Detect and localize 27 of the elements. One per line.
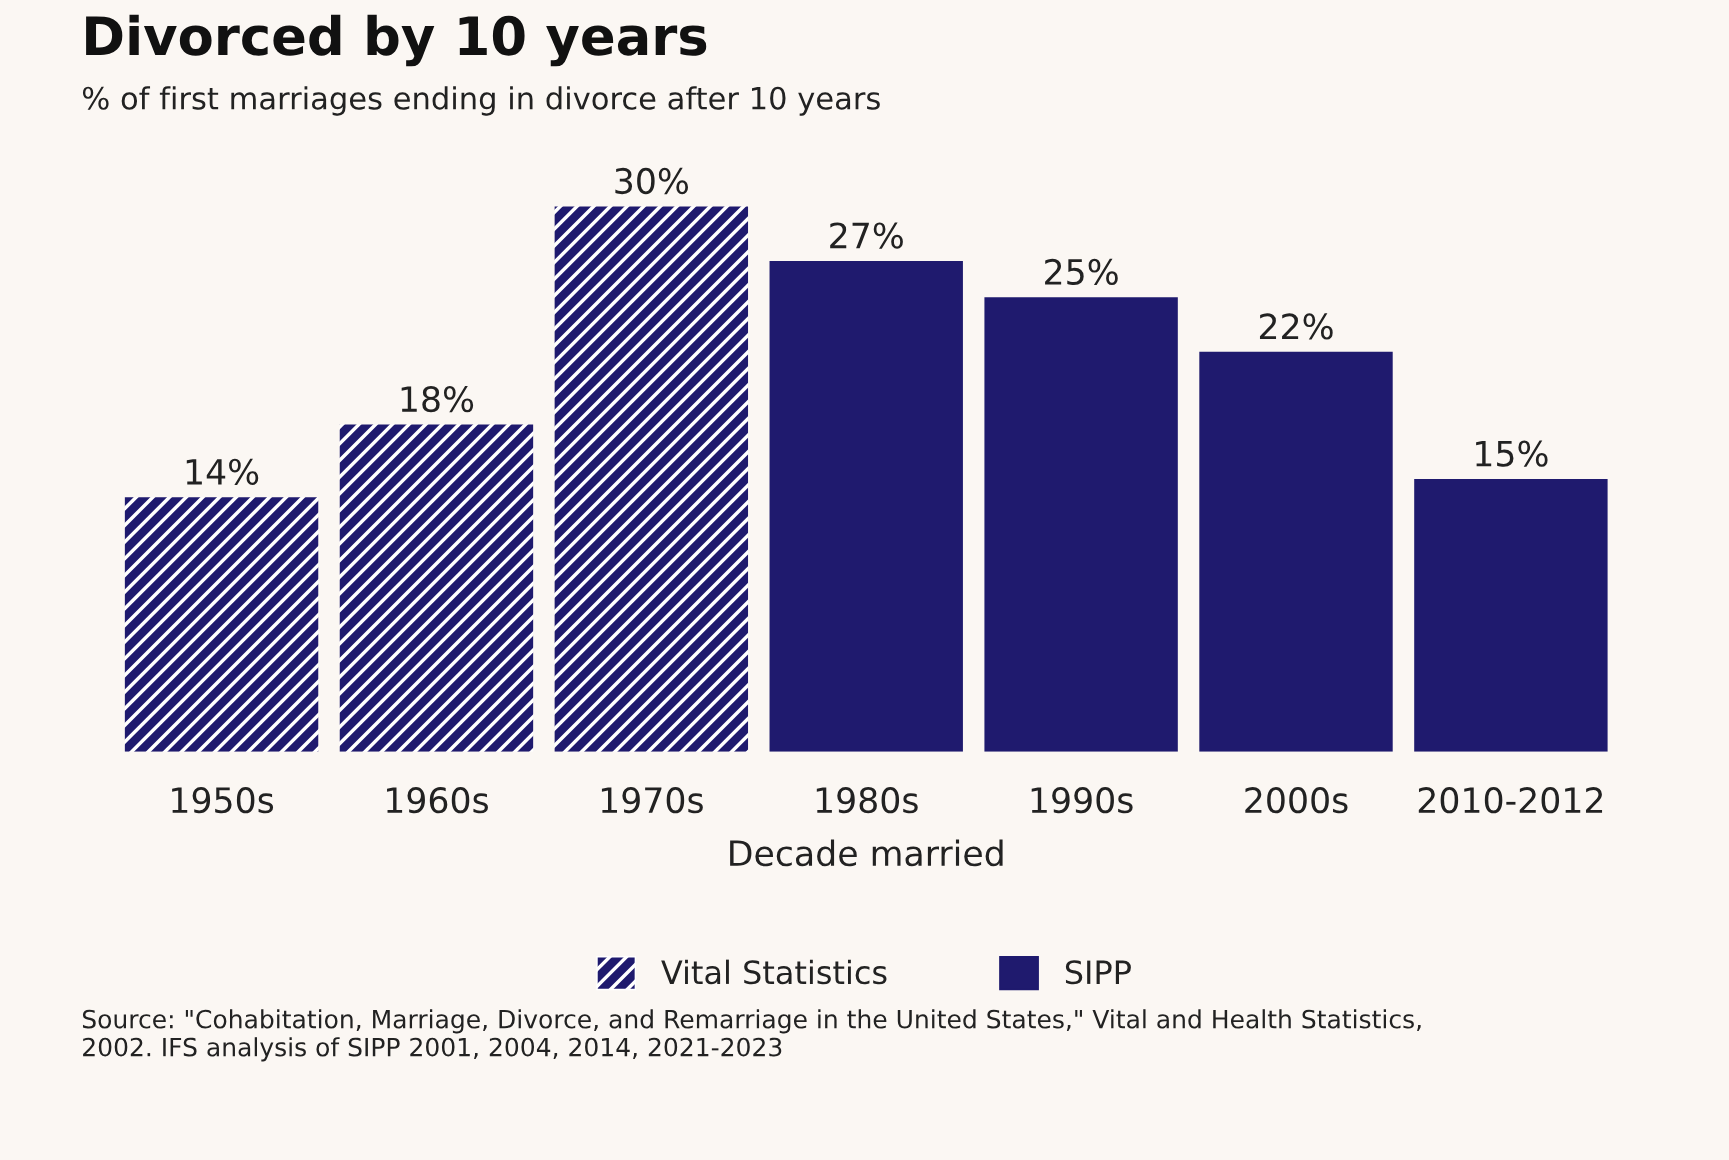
- source-note: Source: "Cohabitation, Marriage, Divorce, and Remarriage in the United States," Vital and Health Statistics, 2002. IFS analysis of SIPP 2001, 2004, 2014, 2021-2023: [82, 1009, 1421, 1062]
- x-tick-label: 1970s: [601, 787, 703, 814]
- bar: [124, 497, 319, 752]
- x-tick-label: 1990s: [1031, 787, 1133, 814]
- bar: [769, 260, 963, 752]
- x-tick-label: 1980s: [816, 787, 918, 814]
- bar: [554, 206, 749, 752]
- data-label: 15%: [1476, 440, 1548, 467]
- x-tick-label: 2010-2012: [1418, 787, 1603, 814]
- chart-title: Divorced by 10 years: [86, 14, 707, 67]
- x-tick-label: 1950s: [172, 787, 274, 814]
- legend-label: SIPP: [1065, 960, 1131, 985]
- data-label: 14%: [186, 458, 259, 485]
- x-axis-title: Decade married: [730, 839, 1003, 867]
- bar: [1414, 479, 1608, 752]
- x-tick-label: 1960s: [387, 787, 488, 814]
- data-label: 25%: [1045, 258, 1118, 286]
- legend-label: Vital Statistics: [661, 959, 887, 985]
- data-label: 22%: [1259, 313, 1333, 340]
- bar: [1199, 351, 1393, 752]
- chart-subtitle: % of first marriages ending in divorce after 10 years: [82, 86, 880, 116]
- data-label: 18%: [401, 385, 474, 413]
- bar: [339, 424, 534, 752]
- data-label: 27%: [830, 222, 903, 249]
- bar: [984, 297, 1178, 752]
- data-label: 30%: [615, 167, 689, 195]
- x-tick-label: 2000s: [1245, 787, 1348, 814]
